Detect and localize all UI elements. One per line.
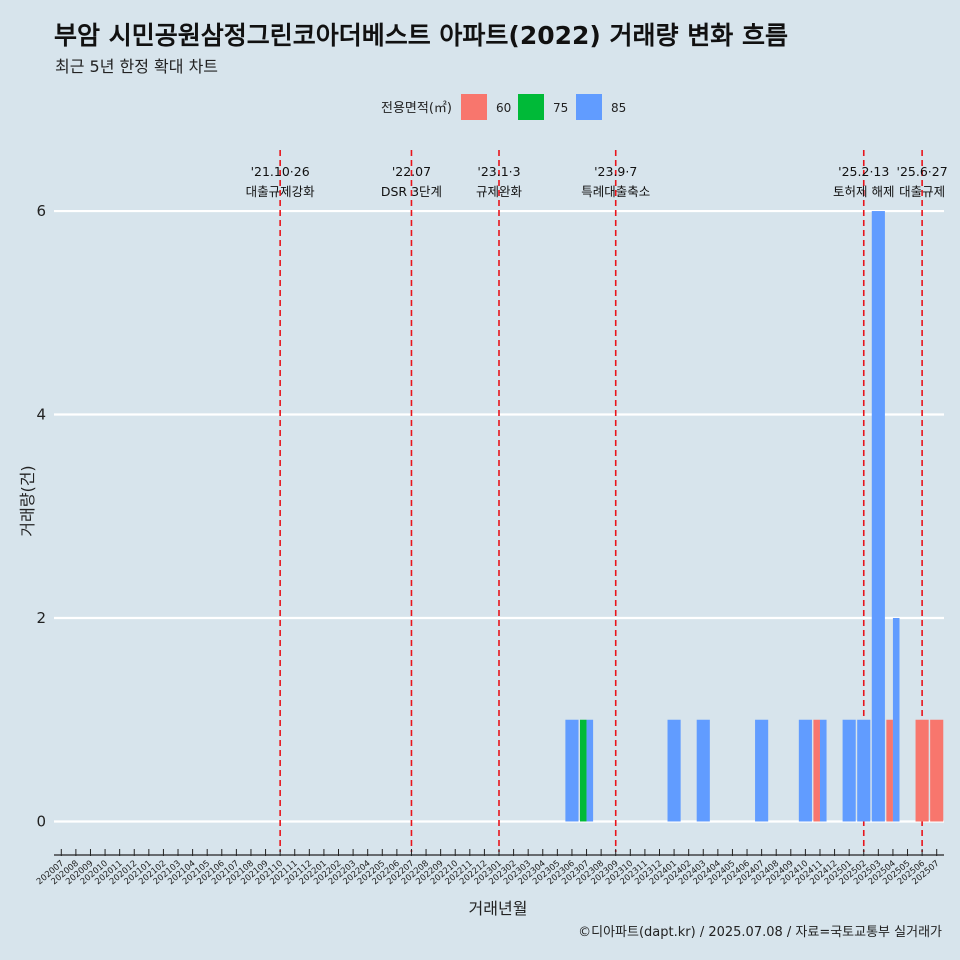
bar: [930, 719, 944, 822]
event-label: 특례대출축소: [581, 184, 650, 199]
event-label: 규제완화: [476, 184, 523, 199]
bar: [798, 719, 812, 822]
y-tick-label: 2: [36, 609, 46, 627]
event-date: '22.07: [392, 164, 431, 179]
legend-title: 전용면적(㎡): [381, 101, 452, 116]
bar: [586, 719, 594, 822]
event-date: '23.9·7: [594, 164, 637, 179]
event-label: 토허제 해제: [833, 184, 894, 199]
y-tick-label: 0: [36, 812, 46, 830]
legend-swatch: [518, 94, 544, 120]
legend-swatch: [576, 94, 602, 120]
legend-swatch: [461, 94, 487, 120]
event-date: '21.10·26: [251, 164, 310, 179]
x-axis: 2020072020082020092020102020112020122021…: [35, 849, 944, 887]
y-tick-label: 4: [36, 406, 46, 424]
bar: [842, 719, 856, 822]
event-label: 대출규제강화: [246, 184, 316, 199]
bar: [755, 719, 769, 822]
event-label: 대출규제: [899, 184, 945, 199]
bar: [696, 719, 710, 822]
x-axis-label: 거래년월: [469, 899, 528, 918]
bar: [565, 719, 579, 822]
page-title: 부암 시민공원삼정그린코아더베스트 아파트(2022) 거래량 변화 흐름: [54, 21, 788, 50]
page-subtitle: 최근 5년 한정 확대 차트: [55, 57, 219, 76]
bar: [892, 618, 900, 822]
event-lines: '21.10·26 대출규제강화 '22.07 DSR 3단계 '23.1·3 규제완화 '…: [246, 150, 948, 852]
y-axis: 0 2 4 6: [36, 202, 46, 830]
bar: [813, 719, 820, 822]
bar: [857, 719, 871, 822]
event-date: '25.2·13: [838, 164, 889, 179]
bar: [667, 719, 681, 822]
y-tick-label: 6: [36, 202, 46, 220]
bar: [886, 719, 893, 822]
bar: [871, 211, 885, 822]
legend: 전용면적(㎡) 60 75 85: [381, 94, 626, 120]
bar: [915, 719, 929, 822]
source-caption: ©디아파트(dapt.kr) / 2025.07.08 / 자료=국토교통부 실…: [578, 925, 942, 940]
bar: [579, 719, 587, 822]
bar: [819, 719, 827, 822]
event-date: '23.1·3: [477, 164, 520, 179]
legend-label: 85: [611, 101, 626, 115]
legend-label: 75: [553, 101, 568, 115]
y-axis-label: 거래량(건): [18, 465, 37, 536]
event-date: '25.6·27: [897, 164, 948, 179]
event-label: DSR 3단계: [381, 184, 442, 199]
legend-label: 60: [496, 101, 511, 115]
bars: [565, 211, 944, 822]
